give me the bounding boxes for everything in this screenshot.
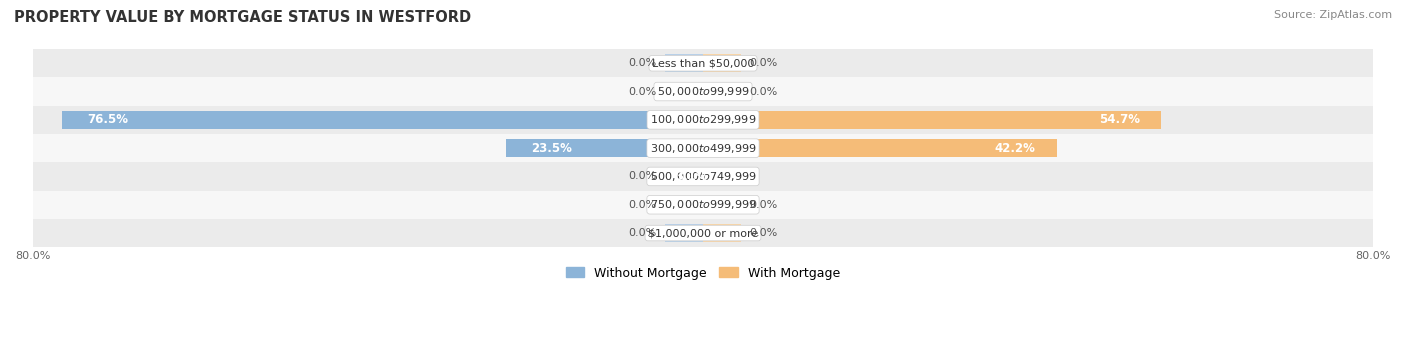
- Bar: [665, 196, 703, 213]
- Text: Less than $50,000: Less than $50,000: [652, 58, 754, 68]
- Text: PROPERTY VALUE BY MORTGAGE STATUS IN WESTFORD: PROPERTY VALUE BY MORTGAGE STATUS IN WES…: [14, 10, 471, 25]
- Bar: [703, 168, 728, 185]
- Text: 0.0%: 0.0%: [628, 87, 657, 97]
- Text: 0.0%: 0.0%: [628, 200, 657, 210]
- Text: 0.0%: 0.0%: [628, 228, 657, 238]
- Text: $1,000,000 or more: $1,000,000 or more: [648, 228, 758, 238]
- Text: 0.0%: 0.0%: [749, 87, 778, 97]
- Bar: [62, 111, 703, 129]
- Bar: [703, 83, 741, 100]
- Text: 23.5%: 23.5%: [531, 142, 572, 155]
- Legend: Without Mortgage, With Mortgage: Without Mortgage, With Mortgage: [561, 262, 845, 284]
- Bar: [703, 55, 741, 72]
- Text: 0.0%: 0.0%: [749, 200, 778, 210]
- Text: 3.1%: 3.1%: [675, 170, 709, 183]
- Bar: [665, 168, 703, 185]
- Text: 0.0%: 0.0%: [749, 58, 778, 68]
- Bar: [665, 83, 703, 100]
- Text: 76.5%: 76.5%: [87, 113, 128, 127]
- Bar: [32, 219, 1374, 247]
- Text: $50,000 to $99,999: $50,000 to $99,999: [657, 85, 749, 98]
- Bar: [32, 106, 1374, 134]
- Text: 0.0%: 0.0%: [628, 58, 657, 68]
- Text: Source: ZipAtlas.com: Source: ZipAtlas.com: [1274, 10, 1392, 20]
- Bar: [32, 77, 1374, 106]
- Text: $500,000 to $749,999: $500,000 to $749,999: [650, 170, 756, 183]
- Bar: [665, 55, 703, 72]
- Bar: [665, 224, 703, 242]
- Text: $100,000 to $299,999: $100,000 to $299,999: [650, 113, 756, 127]
- Bar: [32, 49, 1374, 77]
- Bar: [506, 139, 703, 157]
- Bar: [703, 196, 741, 213]
- Text: 0.0%: 0.0%: [749, 228, 778, 238]
- Text: 42.2%: 42.2%: [995, 142, 1036, 155]
- Bar: [703, 111, 1161, 129]
- Text: 54.7%: 54.7%: [1099, 113, 1140, 127]
- Text: $300,000 to $499,999: $300,000 to $499,999: [650, 142, 756, 155]
- Bar: [703, 139, 1056, 157]
- Text: $750,000 to $999,999: $750,000 to $999,999: [650, 198, 756, 211]
- Bar: [32, 191, 1374, 219]
- Text: 0.0%: 0.0%: [628, 172, 657, 181]
- Bar: [32, 134, 1374, 162]
- Bar: [32, 162, 1374, 191]
- Bar: [703, 224, 741, 242]
